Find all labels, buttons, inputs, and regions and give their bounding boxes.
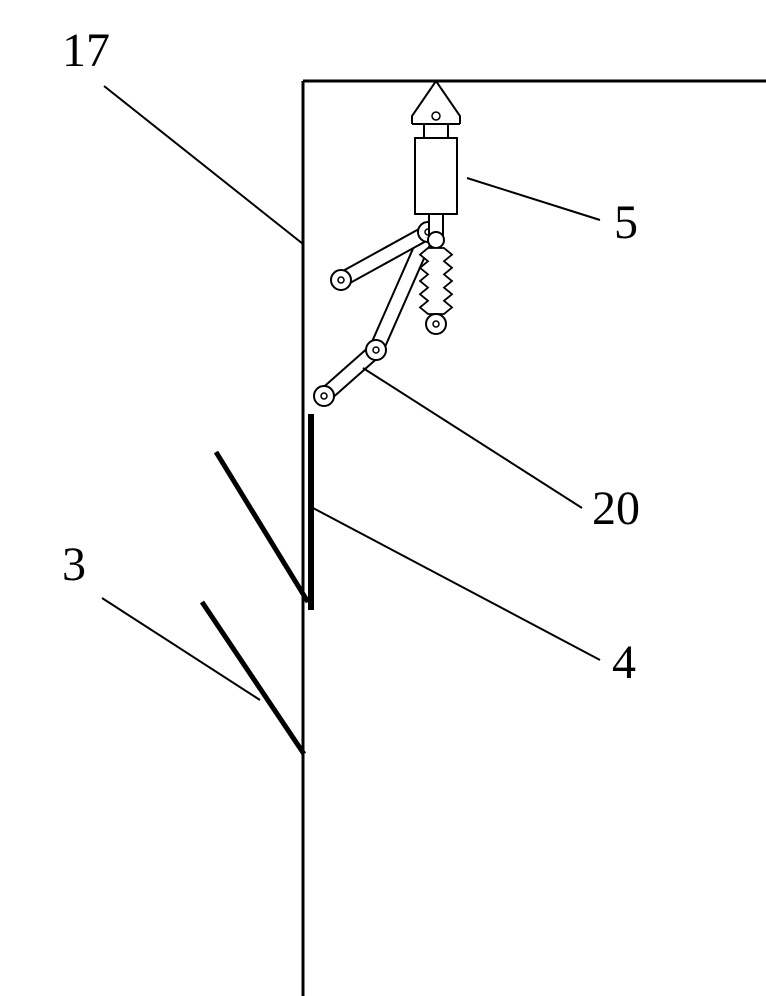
actuator-clevis xyxy=(424,124,448,138)
leader-l5 xyxy=(467,178,600,220)
label-L17: 17 xyxy=(62,24,110,77)
pivot-mid xyxy=(366,340,386,360)
label-L3: 3 xyxy=(62,538,86,591)
leader-l4 xyxy=(313,508,600,660)
actuator-end-eye xyxy=(426,314,446,334)
angled-member-lower xyxy=(202,602,304,754)
leader-l20 xyxy=(363,368,582,508)
actuator-body xyxy=(415,138,457,214)
label-L20: 20 xyxy=(592,482,640,535)
label-L4: 4 xyxy=(612,636,636,689)
actuator-rod-cap xyxy=(428,232,444,248)
angled-member-upper xyxy=(216,452,308,602)
leader-l17 xyxy=(104,86,303,244)
actuator-assembly xyxy=(412,81,460,334)
actuator-clevis-pin xyxy=(432,112,440,120)
pivot-top xyxy=(331,270,351,290)
label-L5: 5 xyxy=(614,196,638,249)
actuator-bellows xyxy=(420,248,452,314)
pivot-bottom xyxy=(314,386,334,406)
